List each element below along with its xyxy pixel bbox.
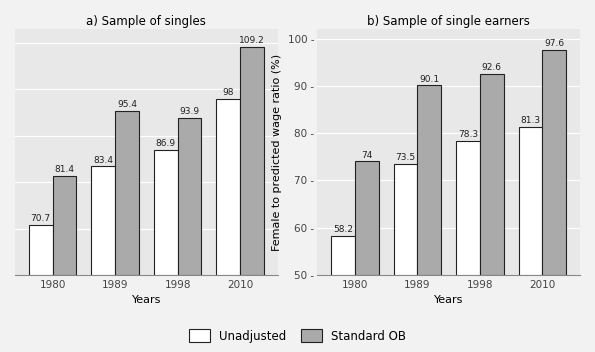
Bar [417,86,441,275]
X-axis label: Years: Years [131,295,161,305]
Bar [92,166,115,275]
Bar [355,162,378,275]
Title: a) Sample of singles: a) Sample of singles [86,15,206,28]
Bar [154,150,178,275]
Bar [543,50,566,275]
Text: 73.5: 73.5 [395,153,415,162]
Text: 81.3: 81.3 [521,116,541,125]
Text: 74: 74 [361,151,372,159]
Bar [52,176,76,275]
Text: 86.9: 86.9 [156,139,176,148]
Bar [240,47,264,275]
Text: 98: 98 [223,88,234,97]
Bar [115,111,139,275]
Text: 95.4: 95.4 [117,100,137,109]
Bar [456,141,480,275]
Text: 92.6: 92.6 [482,63,502,72]
Bar [393,164,417,275]
Text: 90.1: 90.1 [419,75,439,83]
Text: 109.2: 109.2 [239,36,265,45]
Y-axis label: Female to predicted wage ratio (%): Female to predicted wage ratio (%) [273,54,282,251]
Text: 97.6: 97.6 [544,39,565,48]
Bar [331,236,355,275]
Text: 93.9: 93.9 [180,107,200,116]
Text: 83.4: 83.4 [93,156,113,164]
X-axis label: Years: Years [434,295,464,305]
Bar [29,225,52,275]
Text: 70.7: 70.7 [30,214,51,224]
Text: 58.2: 58.2 [333,225,353,234]
Bar [217,99,240,275]
Title: b) Sample of single earners: b) Sample of single earners [367,15,530,28]
Bar [178,118,202,275]
Text: 78.3: 78.3 [458,130,478,139]
Bar [519,127,543,275]
Text: 81.4: 81.4 [54,165,74,174]
Bar [480,74,503,275]
Legend: Unadjusted, Standard OB: Unadjusted, Standard OB [185,325,410,346]
